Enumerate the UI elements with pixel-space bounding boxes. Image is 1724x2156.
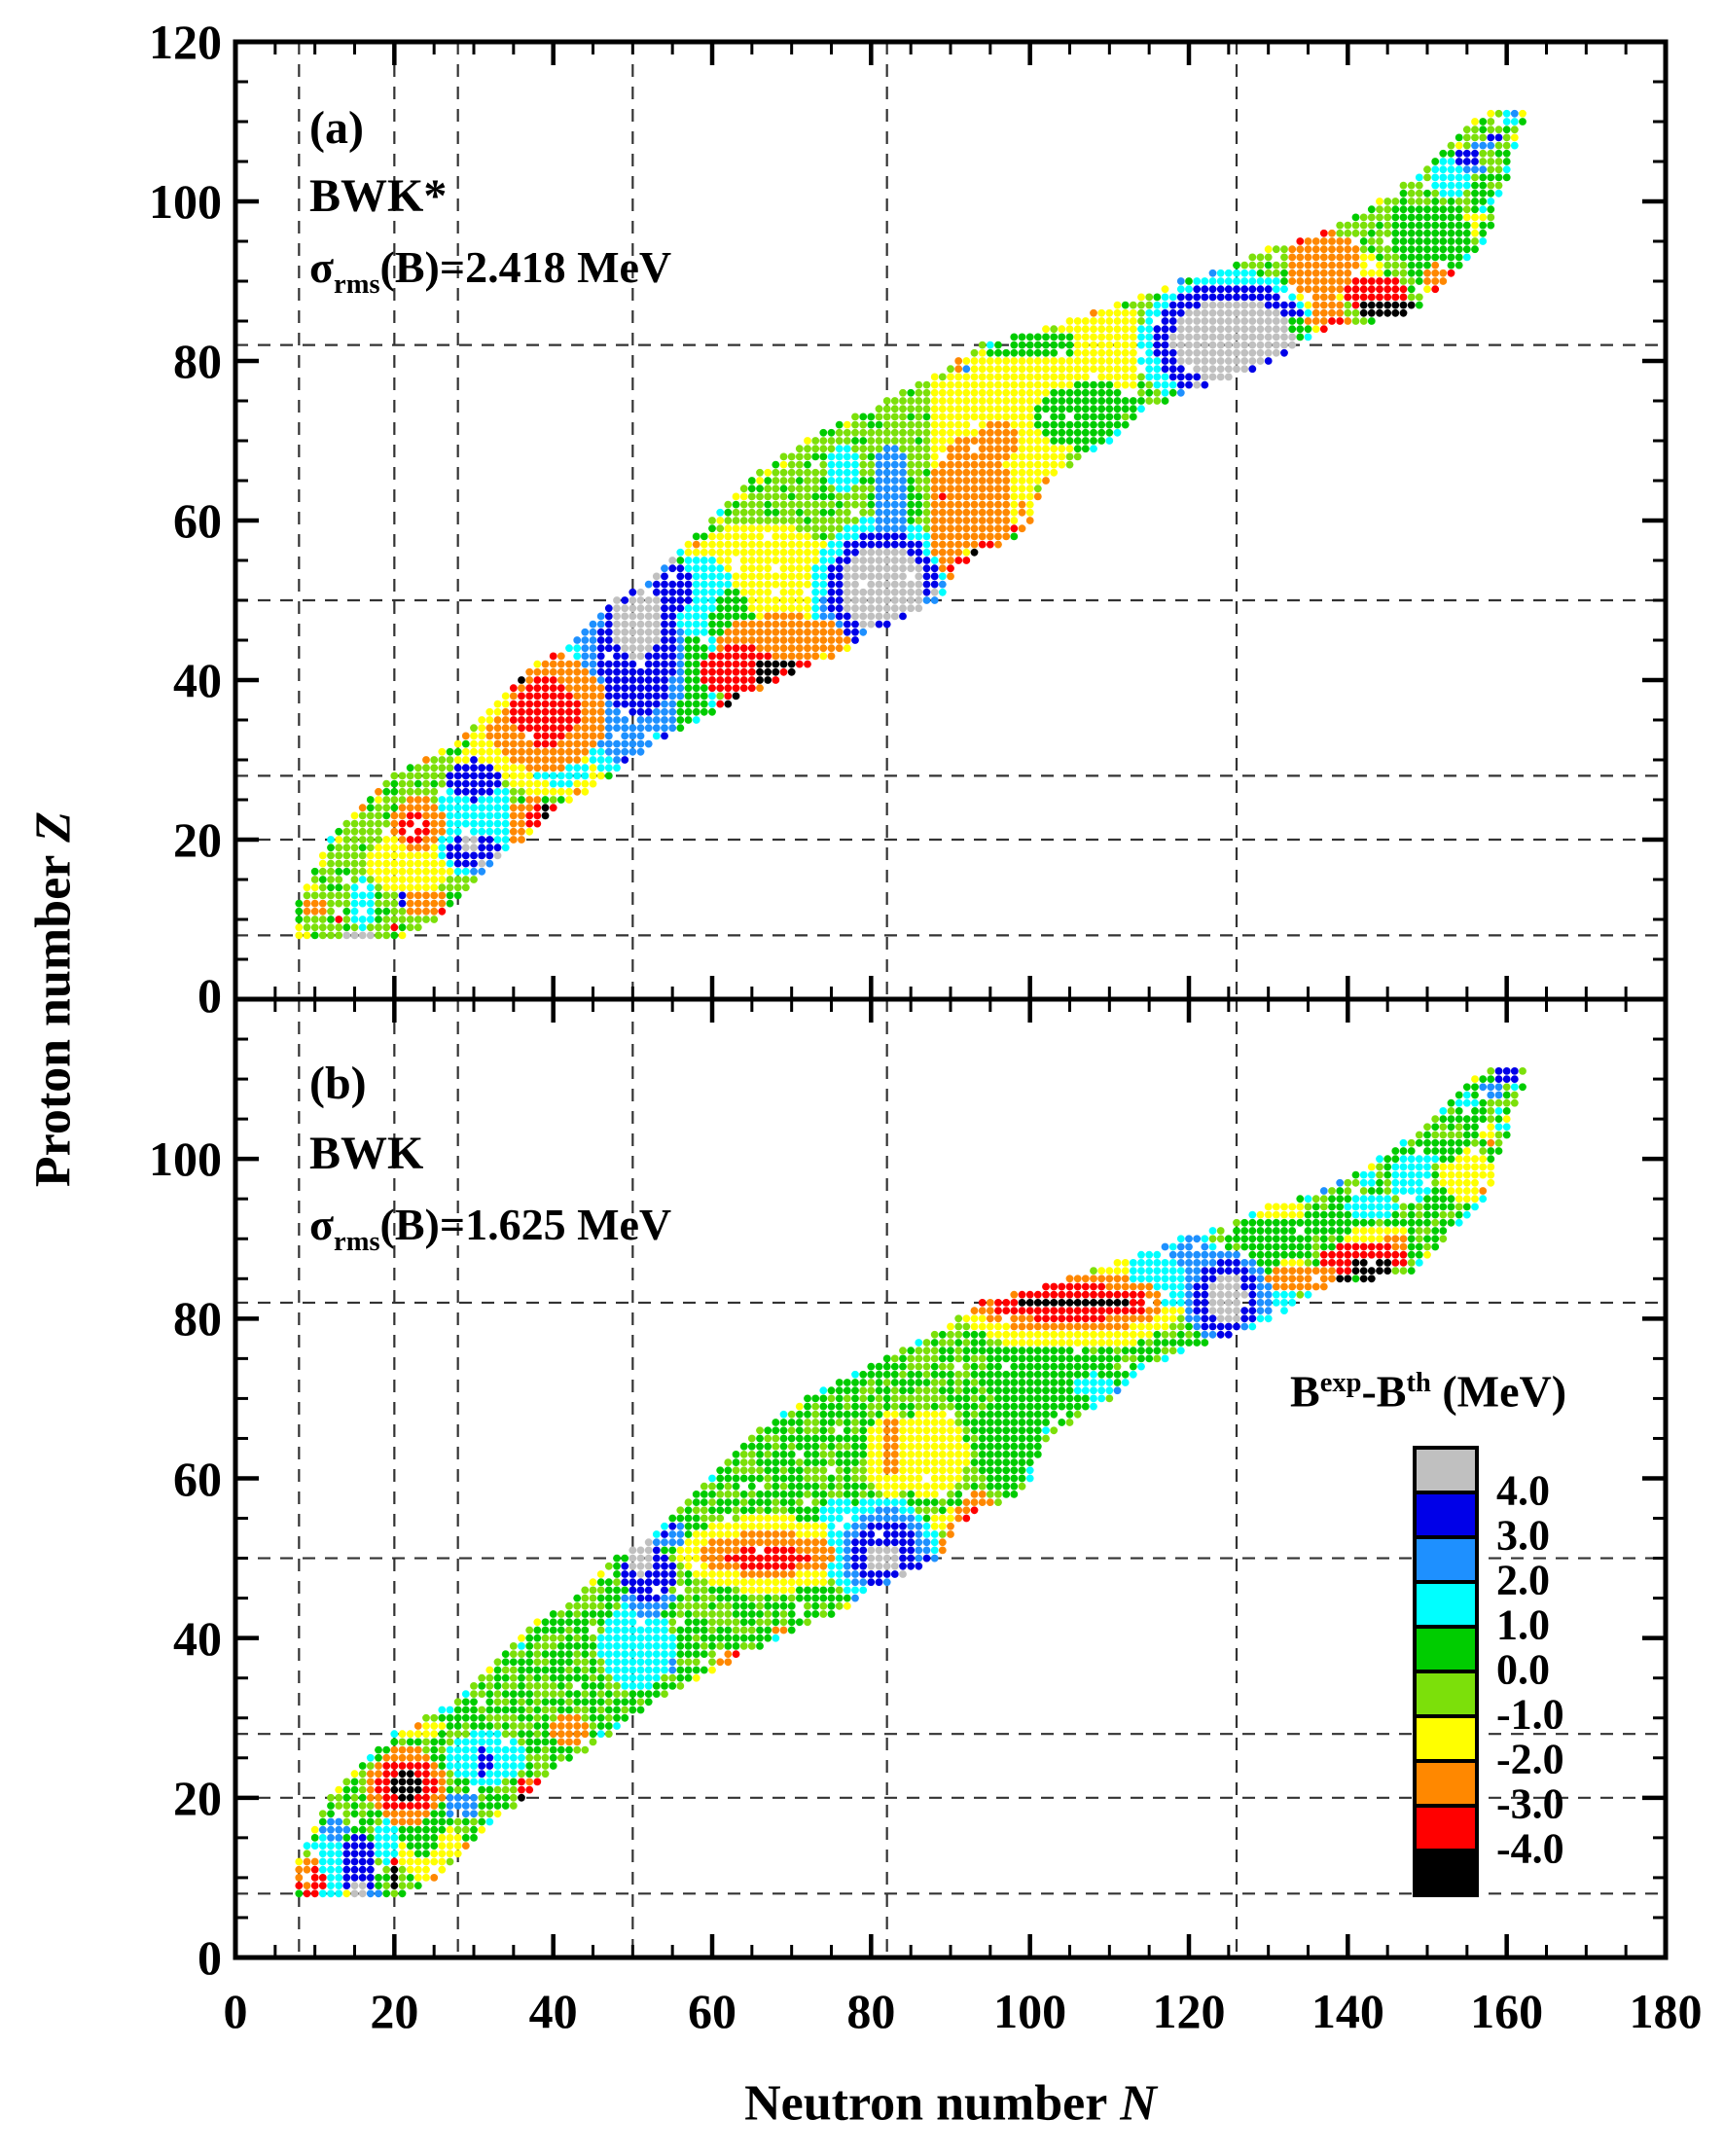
x-tick-label: 0 — [223, 1984, 248, 2038]
y-tick-label: 60 — [173, 493, 222, 548]
colorbar-tick-label: 0.0 — [1496, 1645, 1550, 1694]
colorbar-tick-label: 2.0 — [1496, 1556, 1550, 1604]
colorbar-block — [1413, 1849, 1479, 1897]
colorbar-tick-label: -3.0 — [1496, 1779, 1564, 1828]
x-tick-label: 60 — [688, 1984, 736, 2038]
colorbar-block — [1413, 1804, 1479, 1852]
colorbar-block — [1413, 1535, 1479, 1584]
x-tick-label: 80 — [846, 1984, 896, 2038]
panel-a-model: BWK* — [309, 170, 448, 222]
x-tick-label: 120 — [1152, 1984, 1226, 2038]
panel-b-tag: (b) — [309, 1058, 367, 1109]
panel-a-tag: (a) — [309, 102, 364, 154]
colorbar-tick-label: -4.0 — [1496, 1824, 1564, 1873]
colorbar-block — [1413, 1625, 1479, 1673]
y-tick-label: 40 — [173, 653, 222, 707]
panel-b-sigma: σrms(B)=1.625 MeV — [309, 1200, 672, 1257]
x-tick-label: 160 — [1470, 1984, 1544, 2038]
panel-a-sigma: σrms(B)=2.418 MeV — [309, 242, 672, 300]
colorbar-tick-label: 1.0 — [1496, 1600, 1550, 1649]
x-tick-label: 140 — [1311, 1984, 1384, 2038]
y-tick-label: 120 — [149, 15, 222, 69]
y-tick-label: 0 — [198, 968, 222, 1023]
colorbar-tick-label: 3.0 — [1496, 1511, 1550, 1560]
colorbar-title: Bexp-Bth (MeV) — [1290, 1366, 1567, 1417]
colorbar-tick-label: 4.0 — [1496, 1466, 1550, 1515]
colorbar — [1413, 1446, 1479, 1897]
y-tick-label: 80 — [173, 1291, 222, 1347]
panel-b-model: BWK — [309, 1128, 424, 1179]
y-tick-label: 100 — [149, 1132, 222, 1187]
x-tick-label: 100 — [993, 1984, 1067, 2038]
x-tick-label: 20 — [370, 1984, 419, 2038]
colorbar-block — [1413, 1759, 1479, 1808]
y-tick-label: 40 — [173, 1610, 222, 1666]
y-tick-label: 80 — [173, 334, 222, 388]
colorbar-block — [1413, 1714, 1479, 1763]
colorbar-block — [1413, 1446, 1479, 1494]
colorbar-block — [1413, 1491, 1479, 1539]
y-tick-label: 20 — [173, 1770, 222, 1825]
x-tick-label: 40 — [528, 1984, 578, 2038]
x-axis-title: Neutron number N — [744, 2075, 1157, 2132]
y-tick-label: 60 — [173, 1451, 222, 1506]
colorbar-block — [1413, 1670, 1479, 1718]
colorbar-tick-label: -2.0 — [1496, 1735, 1564, 1783]
colorbar-block — [1413, 1580, 1479, 1629]
colorbar-tick-label: -1.0 — [1496, 1690, 1564, 1739]
x-tick-label: 180 — [1629, 1984, 1703, 2038]
y-tick-label: 20 — [173, 812, 222, 867]
y-tick-label: 100 — [149, 174, 222, 229]
y-tick-label: 0 — [198, 1930, 222, 1985]
